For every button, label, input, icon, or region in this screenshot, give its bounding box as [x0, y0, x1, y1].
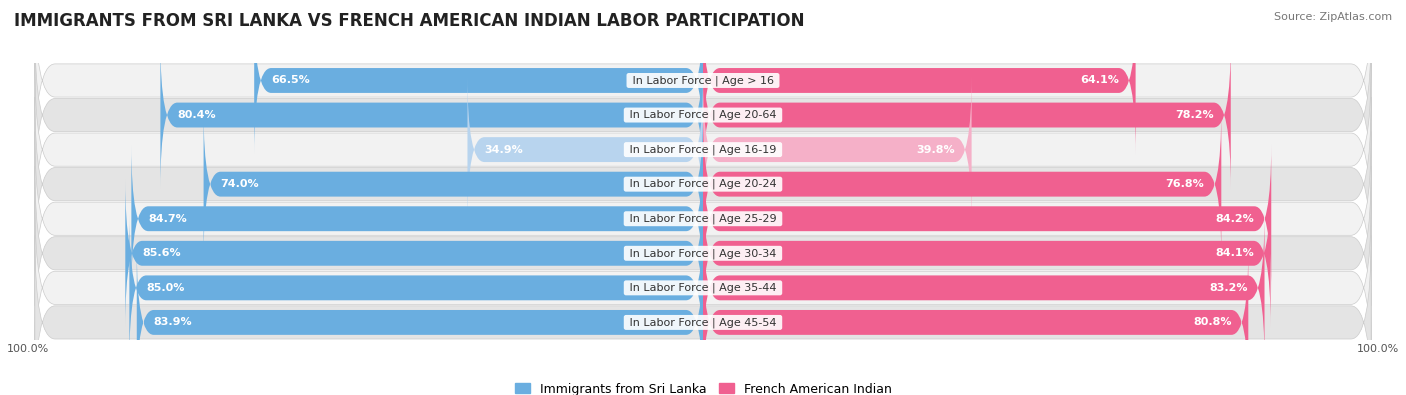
Text: 78.2%: 78.2%: [1175, 110, 1213, 120]
Text: In Labor Force | Age 30-34: In Labor Force | Age 30-34: [626, 248, 780, 259]
FancyBboxPatch shape: [125, 179, 703, 327]
Text: 85.0%: 85.0%: [146, 283, 184, 293]
FancyBboxPatch shape: [703, 214, 1264, 362]
Text: 80.8%: 80.8%: [1192, 318, 1232, 327]
Text: 66.5%: 66.5%: [271, 75, 309, 85]
FancyBboxPatch shape: [35, 62, 1371, 237]
FancyBboxPatch shape: [131, 145, 703, 293]
FancyBboxPatch shape: [467, 76, 703, 224]
FancyBboxPatch shape: [703, 76, 972, 224]
Text: 39.8%: 39.8%: [917, 145, 955, 154]
Text: 84.7%: 84.7%: [148, 214, 187, 224]
FancyBboxPatch shape: [703, 41, 1230, 189]
FancyBboxPatch shape: [204, 110, 703, 258]
FancyBboxPatch shape: [35, 0, 1371, 167]
Text: In Labor Force | Age 25-29: In Labor Force | Age 25-29: [626, 213, 780, 224]
FancyBboxPatch shape: [35, 132, 1371, 306]
FancyBboxPatch shape: [703, 248, 1249, 395]
FancyBboxPatch shape: [129, 214, 703, 362]
FancyBboxPatch shape: [35, 97, 1371, 271]
FancyBboxPatch shape: [35, 166, 1371, 340]
Text: 74.0%: 74.0%: [221, 179, 259, 189]
FancyBboxPatch shape: [703, 145, 1271, 293]
Text: 84.2%: 84.2%: [1216, 214, 1254, 224]
Text: In Labor Force | Age 20-24: In Labor Force | Age 20-24: [626, 179, 780, 190]
FancyBboxPatch shape: [35, 28, 1371, 202]
Text: 83.2%: 83.2%: [1209, 283, 1247, 293]
Text: In Labor Force | Age 16-19: In Labor Force | Age 16-19: [626, 144, 780, 155]
FancyBboxPatch shape: [703, 179, 1271, 327]
Text: In Labor Force | Age 45-54: In Labor Force | Age 45-54: [626, 317, 780, 328]
Text: In Labor Force | Age 20-64: In Labor Force | Age 20-64: [626, 110, 780, 120]
FancyBboxPatch shape: [136, 248, 703, 395]
FancyBboxPatch shape: [254, 6, 703, 154]
FancyBboxPatch shape: [703, 110, 1222, 258]
FancyBboxPatch shape: [160, 41, 703, 189]
Text: 85.6%: 85.6%: [142, 248, 181, 258]
Text: 84.1%: 84.1%: [1215, 248, 1254, 258]
Legend: Immigrants from Sri Lanka, French American Indian: Immigrants from Sri Lanka, French Americ…: [509, 378, 897, 395]
Text: 76.8%: 76.8%: [1166, 179, 1205, 189]
FancyBboxPatch shape: [35, 235, 1371, 395]
FancyBboxPatch shape: [703, 6, 1136, 154]
Text: 34.9%: 34.9%: [484, 145, 523, 154]
Text: IMMIGRANTS FROM SRI LANKA VS FRENCH AMERICAN INDIAN LABOR PARTICIPATION: IMMIGRANTS FROM SRI LANKA VS FRENCH AMER…: [14, 12, 804, 30]
Text: In Labor Force | Age 35-44: In Labor Force | Age 35-44: [626, 282, 780, 293]
Text: 64.1%: 64.1%: [1080, 75, 1119, 85]
Text: Source: ZipAtlas.com: Source: ZipAtlas.com: [1274, 12, 1392, 22]
Text: 83.9%: 83.9%: [153, 318, 193, 327]
Text: In Labor Force | Age > 16: In Labor Force | Age > 16: [628, 75, 778, 86]
Text: 80.4%: 80.4%: [177, 110, 217, 120]
FancyBboxPatch shape: [35, 201, 1371, 375]
